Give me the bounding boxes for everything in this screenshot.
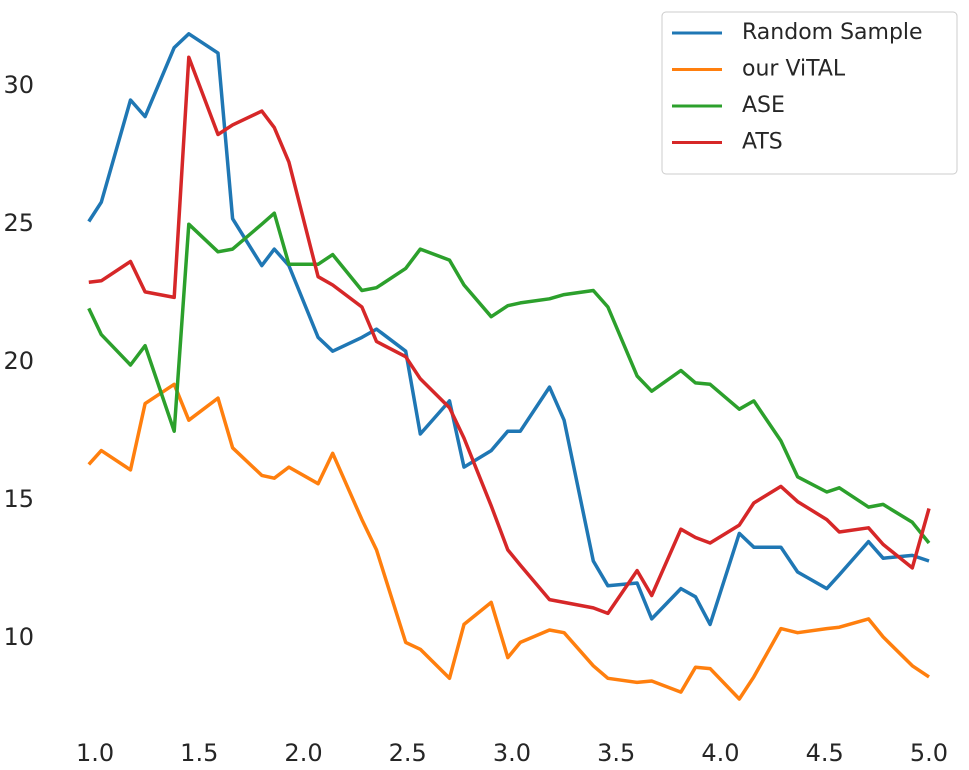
y-tick-label: 10 bbox=[3, 623, 34, 651]
legend-frame bbox=[661, 11, 958, 175]
x-tick-label: 3.5 bbox=[597, 739, 635, 767]
series-line bbox=[87, 32, 930, 627]
series-line bbox=[88, 55, 931, 616]
series-line bbox=[87, 382, 930, 701]
x-tick-label: 2.5 bbox=[389, 739, 427, 767]
x-tick-label: 4.5 bbox=[806, 739, 844, 767]
series-line bbox=[87, 211, 931, 545]
x-tick-label: 5.0 bbox=[910, 739, 948, 767]
x-tick-label: 1.5 bbox=[180, 739, 218, 767]
legend-label: ATS bbox=[742, 130, 783, 155]
x-tick-label: 4.0 bbox=[701, 739, 739, 767]
x-tick-label: 2.0 bbox=[284, 739, 322, 767]
y-tick-label: 30 bbox=[3, 71, 34, 99]
x-tick-label: 1.0 bbox=[76, 739, 114, 767]
legend-label: Random Sample bbox=[742, 20, 923, 45]
y-tick-label: 15 bbox=[3, 485, 34, 513]
x-tick-label: 3.0 bbox=[493, 739, 531, 767]
legend-label: our ViTAL bbox=[742, 57, 846, 82]
y-tick-label: 25 bbox=[3, 209, 34, 237]
y-tick-label: 20 bbox=[3, 347, 34, 375]
legend: Random Sample our ViTAL ASE ATS bbox=[661, 11, 958, 175]
legend-label: ASE bbox=[742, 93, 785, 118]
